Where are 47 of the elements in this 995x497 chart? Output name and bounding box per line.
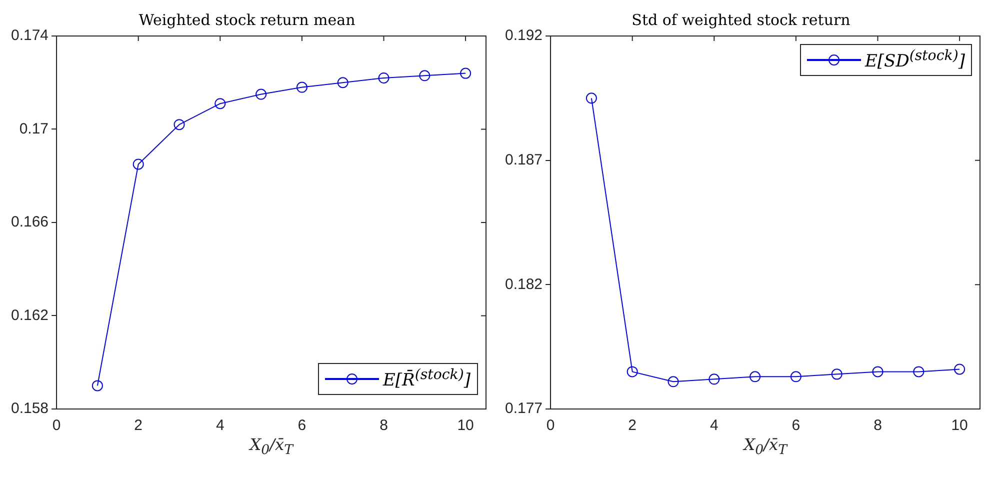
- point: [92, 380, 103, 392]
- y-tick-label: 0.192: [504, 27, 543, 44]
- point: [872, 366, 884, 378]
- x-tick-label: 6: [792, 417, 800, 434]
- x-tick-label: 0: [52, 417, 61, 434]
- point: [668, 376, 679, 388]
- y-tick-label: 0.182: [504, 276, 543, 293]
- x-tick-label: 8: [380, 417, 388, 434]
- x-axis-title: X$_{0}$/x̄$_{T}$: [744, 435, 787, 458]
- x-tick-label: 0: [546, 417, 555, 434]
- x-tick-label: 10: [457, 417, 474, 434]
- y-tick-label: 0.162: [10, 306, 49, 324]
- y-tick-label: 0.166: [10, 214, 49, 231]
- point: [954, 364, 966, 375]
- y-tick-label: 0.187: [504, 151, 543, 168]
- x-axis-title: X$_{0}$/x̄$_{T}$: [250, 435, 293, 458]
- point: [132, 158, 144, 170]
- y-tick-label: 0.174: [10, 27, 49, 44]
- point: [708, 374, 720, 385]
- x-tick-label: 4: [710, 417, 718, 434]
- point: [256, 88, 267, 100]
- point: [831, 368, 842, 380]
- point: [913, 366, 924, 378]
- point: [296, 82, 308, 93]
- x-tick-label: 8: [874, 417, 882, 434]
- chart-title: Weighted stock return mean: [138, 10, 356, 29]
- point: [214, 98, 226, 110]
- chart-title: Std of weighted stock return: [632, 10, 851, 29]
- x-tick-label: 2: [628, 417, 637, 434]
- point: [174, 119, 185, 130]
- x-tick-label: 2: [134, 417, 143, 434]
- point: [790, 371, 802, 382]
- point: [419, 70, 430, 82]
- legend-label: E[SD$^{(stock)}$]: [865, 48, 965, 72]
- point: [378, 72, 390, 84]
- x-tick-label: 4: [216, 417, 224, 434]
- point: [460, 68, 472, 79]
- x-tick-label: 6: [298, 417, 306, 434]
- point: [626, 366, 638, 378]
- y-tick-label: 0.158: [10, 400, 49, 418]
- y-tick-label: 0.17: [19, 120, 49, 138]
- x-tick-label: 10: [951, 417, 968, 434]
- legend-label: E[R̄$^{(stock)}$]: [383, 367, 471, 391]
- point: [750, 371, 761, 382]
- point: [337, 77, 348, 88]
- point: [586, 92, 597, 104]
- y-tick-label: 0.177: [504, 400, 543, 418]
